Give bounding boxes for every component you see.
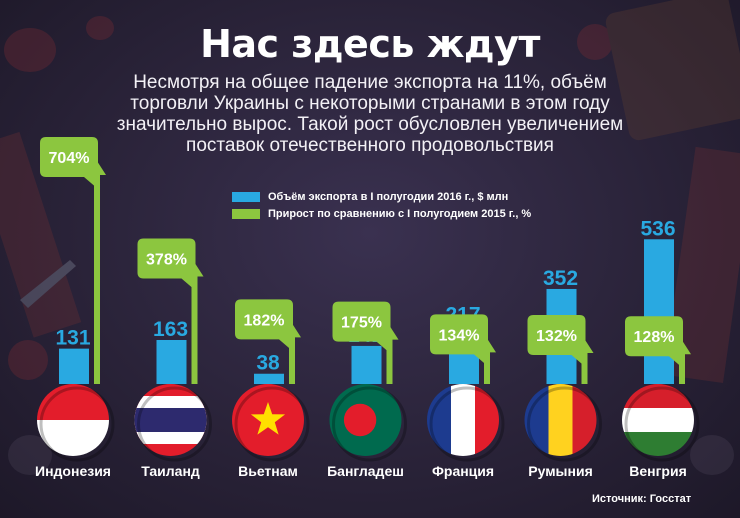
export-bar [59,348,89,384]
category-label: Румыния [528,463,592,479]
growth-arrow-shaft [386,337,393,384]
category-label: Вьетнам [238,463,298,479]
flag-stripe [622,408,694,432]
growth-arrow-shaft [94,173,100,384]
plate-illustration [8,435,52,475]
growth-callout-bubble [332,301,391,354]
growth-callout-bubble [430,314,488,367]
source-note: Источник: Госстат [592,493,692,505]
growth-value-label: 378% [146,251,187,268]
growth-callout-bubble [235,299,293,352]
export-value-label: 131 [55,327,90,350]
flag-shadow [527,386,602,462]
export-bar [156,339,187,384]
growth-callout-bubble [40,137,98,190]
category-label: Франция [432,463,494,479]
flag-stripe [548,384,573,456]
growth-value-label: 132% [536,328,577,345]
flag-shadow [332,386,407,462]
legend-item-export: Объём экспорта в I полугодии 2016 г., $ … [232,188,531,205]
flag-shadow [624,386,700,462]
flag-disc [343,403,377,437]
flag-bangladesh [329,384,402,456]
export-bar [644,239,674,384]
page-subtitle: Несмотря на общее падение экспорта на 11… [116,72,624,156]
export-bar [254,373,284,384]
legend-swatch-export [232,191,260,202]
export-value-label: 352 [543,267,578,290]
plate-illustration [690,435,734,475]
flag-thailand [134,384,207,456]
growth-callout-bubble [625,316,683,369]
napkin-illustration [0,131,82,338]
knife-illustration [20,260,76,308]
flag-shadow [429,386,505,462]
export-value-label: 163 [153,318,188,341]
growth-value-label: 128% [634,329,675,346]
tomato-illustration [8,340,48,380]
growth-callout-bubble [527,314,586,367]
growth-value-label: 182% [244,312,285,329]
category-label: Индонезия [35,463,111,479]
flag-shadow [39,386,115,462]
growth-callout-bubble [137,238,196,291]
export-value-label: 536 [640,217,675,240]
tomato-illustration [577,24,613,60]
growth-arrow-shaft [484,350,490,384]
growth-arrow-shaft [289,335,295,384]
cutting-board-illustration [605,0,740,141]
flag-shadow [234,386,310,462]
legend-item-growth: Прирост по сравнению с I полугодием 2015… [232,205,531,222]
flag-stripe [134,408,207,432]
tomato-illustration [674,10,726,58]
category-label: Бангладеш [327,463,404,479]
growth-value-label: 134% [439,327,480,344]
tomato-illustration [86,16,114,40]
growth-arrow-shaft [191,274,198,384]
growth-value-label: 704% [49,150,90,167]
flag-stripe [451,384,475,456]
legend-label-export: Объём экспорта в I полугодии 2016 г., $ … [268,190,509,203]
napkin-illustration [663,146,740,384]
growth-value-label: 175% [341,315,382,332]
legend-label-growth: Прирост по сравнению с I полугодием 2015… [268,207,532,220]
flag-shadow [137,386,212,462]
tomato-illustration [4,28,56,72]
page-title: Нас здесь ждут [200,22,540,66]
growth-arrow-shaft [581,350,588,384]
export-value-label: 38 [256,352,280,375]
category-label: Венгрия [629,463,687,479]
growth-arrow-shaft [679,352,685,384]
category-label: Таиланд [141,463,200,479]
flag-stripe [37,420,109,456]
legend: Объём экспорта в I полугодии 2016 г., $ … [232,188,531,222]
legend-swatch-growth [232,208,260,219]
export-bar [351,345,382,384]
flag-vietnam [232,384,304,456]
flag-star [250,402,286,435]
